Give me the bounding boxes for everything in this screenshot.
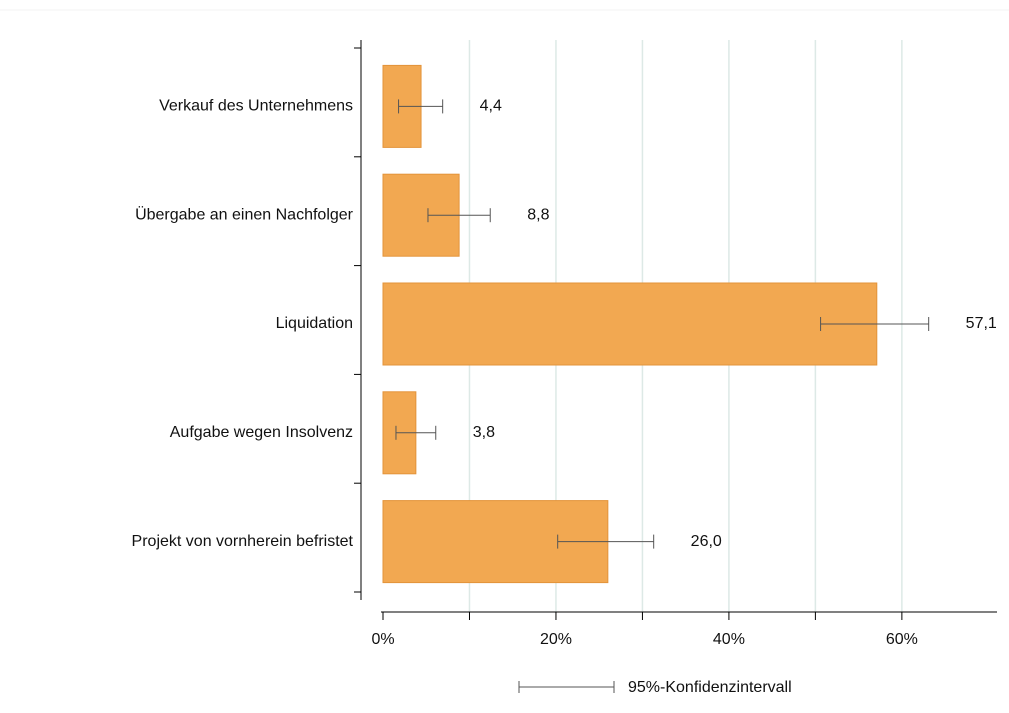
y-tick-label: Übergabe an einen Nachfolger xyxy=(135,205,354,223)
bar xyxy=(382,282,878,366)
bar xyxy=(382,173,460,257)
y-tick-label: Liquidation xyxy=(276,315,353,332)
value-label: 26,0 xyxy=(691,533,722,550)
x-tick-label: 40% xyxy=(713,631,745,648)
x-tick-label: 60% xyxy=(886,631,918,648)
x-tick-label: 0% xyxy=(371,631,394,648)
value-label: 57,1 xyxy=(966,315,997,332)
y-tick-label: Projekt von vornherein befristet xyxy=(132,533,354,550)
y-tick-label: Verkauf des Unternehmens xyxy=(159,98,353,115)
x-tick-label: 20% xyxy=(540,631,572,648)
legend-label: 95%-Konfidenzintervall xyxy=(628,679,792,696)
value-label: 8,8 xyxy=(527,206,549,223)
y-tick-label: Aufgabe wegen Insolvenz xyxy=(170,424,353,441)
value-label: 3,8 xyxy=(473,424,495,441)
value-label: 4,4 xyxy=(480,98,502,115)
